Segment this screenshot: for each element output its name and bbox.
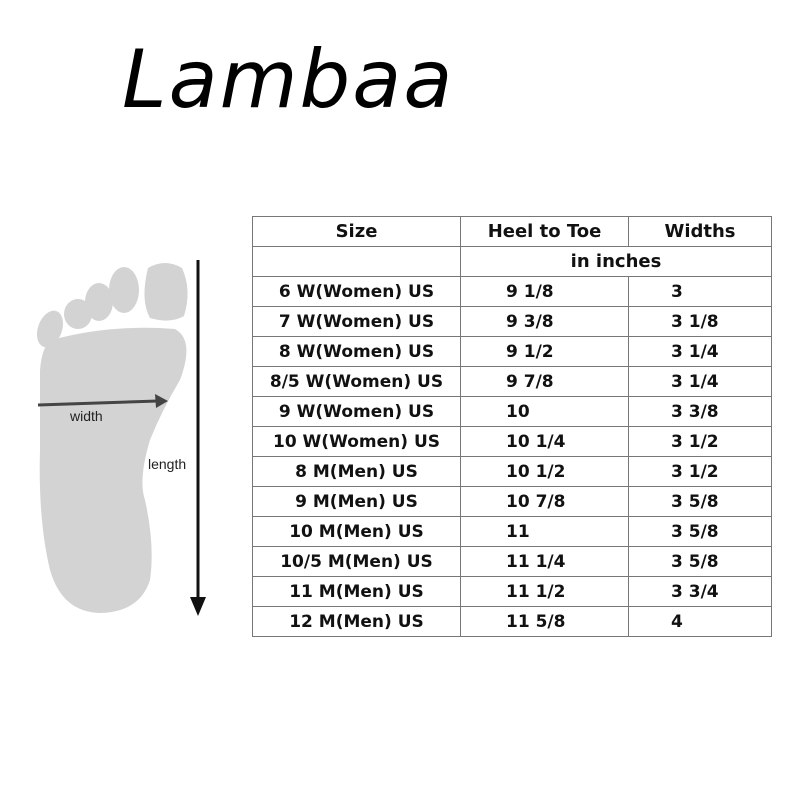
table-row: 10/5 M(Men) US 11 1/4 3 5/8 — [252, 546, 772, 577]
width-value: 4 — [671, 611, 683, 632]
heel-to-toe-cell: 9 3/8 — [460, 306, 629, 337]
foot-icon — [36, 263, 188, 613]
heel-to-toe-cell: 11 1/4 — [460, 546, 629, 577]
heel-to-toe-value: 9 1/2 — [506, 341, 554, 362]
size-cell: 7 W(Women) US — [252, 306, 461, 337]
heel-to-toe-value: 9 1/8 — [506, 281, 554, 302]
length-label: length — [148, 456, 186, 472]
size-cell: 9 M(Men) US — [252, 486, 461, 517]
width-value: 3 5/8 — [671, 551, 719, 572]
width-value: 3 1/4 — [671, 371, 719, 392]
width-value: 3 1/2 — [671, 461, 719, 482]
heel-to-toe-cell: 9 1/2 — [460, 336, 629, 367]
width-cell: 3 1/2 — [628, 456, 772, 487]
width-cell: 3 1/4 — [628, 366, 772, 397]
table-row: 11 M(Men) US 11 1/2 3 3/4 — [252, 576, 772, 607]
heel-to-toe-value: 10 1/4 — [506, 431, 566, 452]
heel-to-toe-value: 10 7/8 — [506, 491, 566, 512]
width-value: 3 1/2 — [671, 431, 719, 452]
header-row: Size Heel to Toe Widths — [252, 216, 772, 247]
size-cell: 10/5 M(Men) US — [252, 546, 461, 577]
heel-to-toe-cell: 10 7/8 — [460, 486, 629, 517]
width-value: 3 5/8 — [671, 521, 719, 542]
empty-cell — [252, 246, 461, 277]
width-cell: 3 1/4 — [628, 336, 772, 367]
table-row: 8/5 W(Women) US 9 7/8 3 1/4 — [252, 366, 772, 397]
header-heel-to-toe: Heel to Toe — [460, 216, 629, 247]
heel-to-toe-value: 11 1/2 — [506, 581, 566, 602]
heel-to-toe-cell: 9 1/8 — [460, 276, 629, 307]
table-row: 10 M(Men) US 11 3 5/8 — [252, 516, 772, 547]
table-row: 9 W(Women) US 10 3 3/8 — [252, 396, 772, 427]
unit-row: in inches — [252, 246, 772, 277]
width-arrow — [37, 394, 168, 408]
heel-to-toe-cell: 11 5/8 — [460, 606, 629, 637]
table-row: 8 M(Men) US 10 1/2 3 1/2 — [252, 456, 772, 487]
unit-note: in inches — [460, 246, 772, 277]
heel-to-toe-value: 10 1/2 — [506, 461, 566, 482]
heel-to-toe-cell: 11 1/2 — [460, 576, 629, 607]
width-cell: 3 1/2 — [628, 426, 772, 457]
header-size: Size — [252, 216, 461, 247]
size-chart-table: Size Heel to Toe Widths in inches 6 W(Wo… — [252, 216, 772, 637]
heel-to-toe-value: 10 — [506, 401, 530, 422]
width-value: 3 1/8 — [671, 311, 719, 332]
table-row: 9 M(Men) US 10 7/8 3 5/8 — [252, 486, 772, 517]
table-row: 7 W(Women) US 9 3/8 3 1/8 — [252, 306, 772, 337]
heel-to-toe-cell: 9 7/8 — [460, 366, 629, 397]
table-row: 12 M(Men) US 11 5/8 4 — [252, 606, 772, 637]
width-value: 3 1/4 — [671, 341, 719, 362]
size-cell: 8 W(Women) US — [252, 336, 461, 367]
width-cell: 3 5/8 — [628, 546, 772, 577]
heel-to-toe-cell: 10 — [460, 396, 629, 427]
heel-to-toe-value: 11 — [506, 521, 530, 542]
width-cell: 3 3/4 — [628, 576, 772, 607]
width-cell: 3 5/8 — [628, 516, 772, 547]
table-row: 6 W(Women) US 9 1/8 3 — [252, 276, 772, 307]
width-value: 3 3/4 — [671, 581, 719, 602]
heel-to-toe-cell: 11 — [460, 516, 629, 547]
heel-to-toe-value: 11 5/8 — [506, 611, 566, 632]
size-cell: 8 M(Men) US — [252, 456, 461, 487]
length-arrow — [190, 260, 206, 616]
width-label: width — [69, 408, 103, 424]
foot-measurement-diagram: width length — [36, 260, 206, 616]
width-value: 3 3/8 — [671, 401, 719, 422]
size-cell: 11 M(Men) US — [252, 576, 461, 607]
width-cell: 3 3/8 — [628, 396, 772, 427]
width-value: 3 5/8 — [671, 491, 719, 512]
width-value: 3 — [671, 281, 683, 302]
table-row: 10 W(Women) US 10 1/4 3 1/2 — [252, 426, 772, 457]
width-cell: 3 5/8 — [628, 486, 772, 517]
size-cell: 12 M(Men) US — [252, 606, 461, 637]
width-cell: 3 — [628, 276, 772, 307]
width-cell: 3 1/8 — [628, 306, 772, 337]
size-cell: 10 W(Women) US — [252, 426, 461, 457]
heel-to-toe-cell: 10 1/4 — [460, 426, 629, 457]
heel-to-toe-value: 11 1/4 — [506, 551, 566, 572]
size-cell: 6 W(Women) US — [252, 276, 461, 307]
size-cell: 10 M(Men) US — [252, 516, 461, 547]
size-cell: 8/5 W(Women) US — [252, 366, 461, 397]
brand-logo: Lambaa — [122, 33, 455, 126]
header-widths: Widths — [628, 216, 772, 247]
size-cell: 9 W(Women) US — [252, 396, 461, 427]
width-cell: 4 — [628, 606, 772, 637]
heel-to-toe-value: 9 7/8 — [506, 371, 554, 392]
heel-to-toe-cell: 10 1/2 — [460, 456, 629, 487]
heel-to-toe-value: 9 3/8 — [506, 311, 554, 332]
table-row: 8 W(Women) US 9 1/2 3 1/4 — [252, 336, 772, 367]
